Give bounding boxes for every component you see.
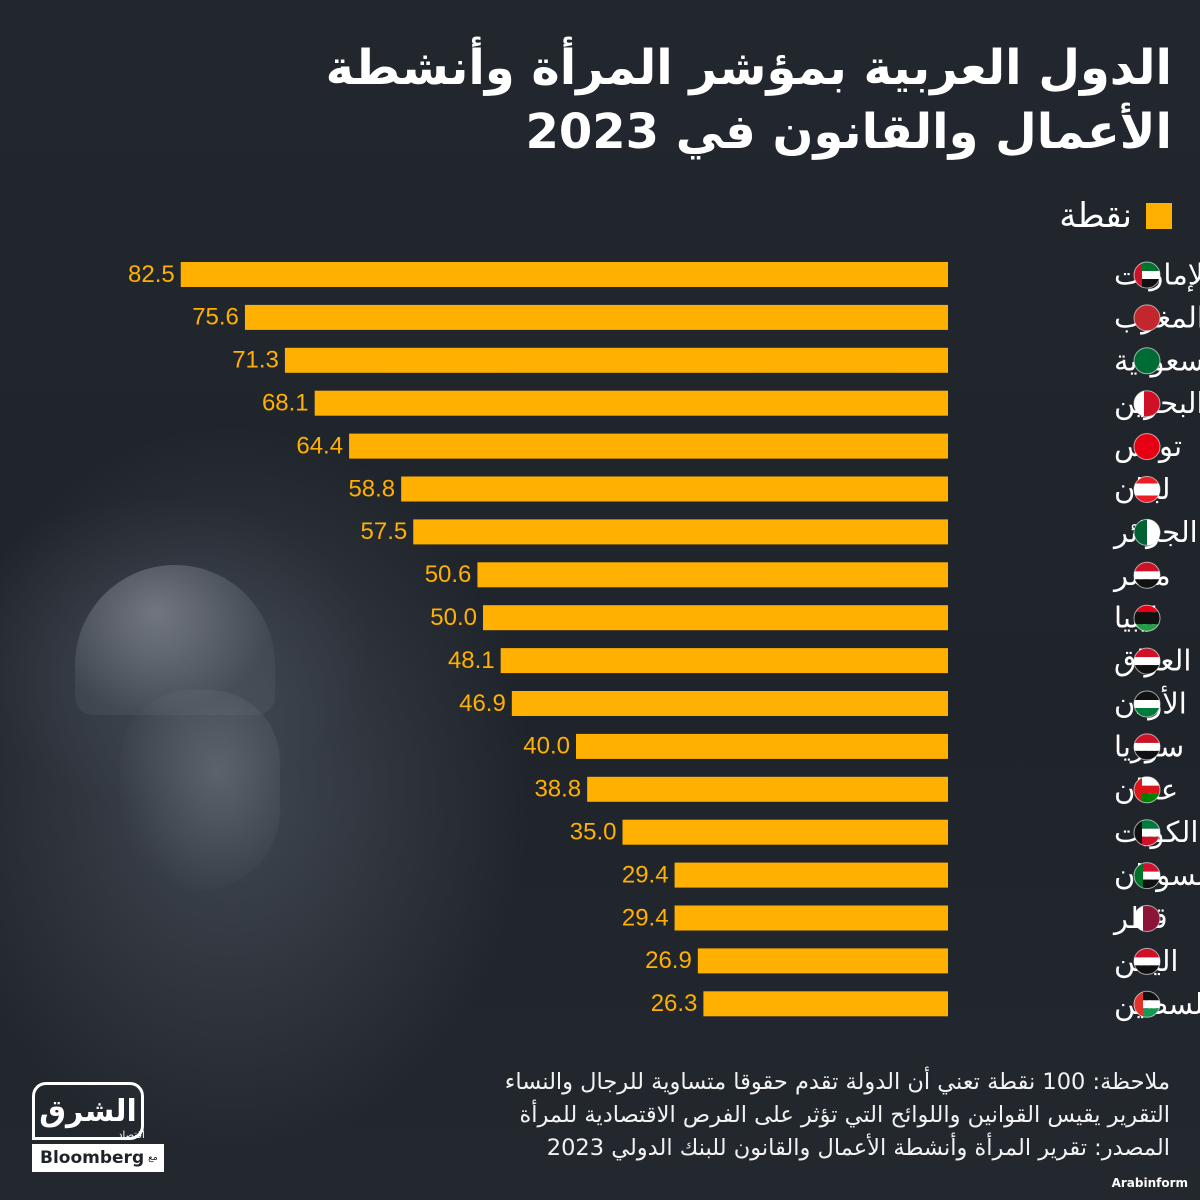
legend-swatch <box>1146 203 1172 229</box>
flag-ring <box>1133 518 1161 546</box>
sudan-flag-icon <box>1134 862 1160 889</box>
lebanon-flag-icon <box>1134 476 1160 503</box>
value-label: 82.5 <box>128 261 175 288</box>
flag-ring <box>1133 390 1161 418</box>
value-label: 48.1 <box>448 647 495 674</box>
value-label: 58.8 <box>348 475 395 502</box>
flag-ring <box>1133 947 1161 975</box>
bar <box>587 776 948 802</box>
value-label: 29.4 <box>622 861 669 888</box>
egypt-flag-icon <box>1134 562 1160 589</box>
credit: Arabinform <box>1111 1176 1188 1190</box>
note-line-1: ملاحظة: 100 نقطة تعني أن الدولة تقدم حقو… <box>504 1069 1170 1095</box>
flag-ring <box>1133 862 1161 890</box>
flag-ring <box>1133 604 1161 632</box>
flag-ring <box>1133 990 1161 1018</box>
source-line: المصدر: تقرير المرأة وأنشطة الأعمال والق… <box>546 1135 1170 1161</box>
kuwait-flag-icon <box>1134 819 1160 846</box>
flag-ring <box>1133 347 1161 375</box>
logo-with: مع <box>148 1153 158 1163</box>
bar <box>703 991 948 1017</box>
logo-bloomberg: Bloomberg مع <box>32 1144 164 1172</box>
algeria-flag-icon <box>1134 519 1160 546</box>
yemen-flag-icon <box>1134 948 1160 975</box>
bar <box>674 862 948 888</box>
bar <box>284 347 948 373</box>
libya-flag-icon <box>1134 605 1160 632</box>
value-label: 46.9 <box>459 690 506 717</box>
value-label: 29.4 <box>622 904 669 931</box>
bar <box>500 648 948 674</box>
bar <box>413 519 948 545</box>
chart-title: الدول العربية بمؤشر المرأة وأنشطة الأعما… <box>272 36 1172 164</box>
bar <box>244 304 949 330</box>
value-label: 38.8 <box>534 776 581 803</box>
value-label: 57.5 <box>361 518 408 545</box>
flag-ring <box>1133 476 1161 503</box>
flag-ring <box>1133 690 1161 718</box>
bar <box>697 948 948 974</box>
palestine-flag-icon <box>1134 991 1160 1018</box>
iraq-flag-icon <box>1134 648 1160 675</box>
bar <box>511 691 948 716</box>
logo-sub: اقتصاد <box>118 1130 145 1141</box>
value-label: 40.0 <box>523 733 570 760</box>
uae-flag-icon <box>1134 262 1160 288</box>
title-line-1: الدول العربية بمؤشر المرأة وأنشطة <box>325 40 1172 96</box>
flag-ring <box>1133 819 1161 847</box>
flag-ring <box>1133 647 1161 675</box>
legend: نقطة <box>1059 196 1172 236</box>
flag-ring <box>1133 261 1161 289</box>
worker-face-image <box>120 690 280 890</box>
logo-bloomberg-text: Bloomberg <box>40 1148 145 1168</box>
flag-ring <box>1133 304 1161 332</box>
bar <box>180 262 948 287</box>
bar <box>477 562 948 588</box>
tunisia-flag-icon <box>1134 433 1160 460</box>
jordan-flag-icon <box>1134 691 1160 717</box>
bar <box>401 476 948 502</box>
bar <box>349 433 949 459</box>
value-label: 35.0 <box>570 819 617 846</box>
value-label: 68.1 <box>262 390 309 417</box>
notes: ملاحظة: 100 نقطة تعني أن الدولة تقدم حقو… <box>290 1066 1170 1165</box>
value-label: 71.3 <box>232 347 279 374</box>
note-line-2: التقرير يقيس القوانين واللوائح التي تؤثر… <box>519 1102 1170 1128</box>
title-line-2: الأعمال والقانون في 2023 <box>525 104 1172 160</box>
qatar-flag-icon <box>1134 905 1160 932</box>
value-label: 50.6 <box>425 561 472 588</box>
value-label: 75.6 <box>192 304 239 331</box>
saudi-flag-icon <box>1134 347 1160 374</box>
morocco-flag-icon <box>1134 304 1160 331</box>
flag-ring <box>1133 905 1161 932</box>
oman-flag-icon <box>1134 776 1160 803</box>
logo-arabic: الشرق <box>32 1082 144 1140</box>
value-label: 64.4 <box>296 432 343 459</box>
value-label: 26.3 <box>651 990 698 1017</box>
legend-label: نقطة <box>1059 196 1132 236</box>
bahrain-flag-icon <box>1134 390 1160 417</box>
value-label: 50.0 <box>430 604 477 631</box>
flag-ring <box>1133 733 1161 761</box>
flag-ring <box>1133 561 1161 589</box>
syria-flag-icon <box>1134 733 1160 760</box>
bar <box>314 390 948 416</box>
value-label: 26.9 <box>645 947 692 974</box>
asharq-bloomberg-logo: الشرق اقتصاد Bloomberg مع <box>32 1082 164 1172</box>
worker-helmet-image <box>75 565 275 715</box>
bar <box>674 905 948 931</box>
bar <box>483 605 948 631</box>
bar <box>576 733 948 759</box>
bar <box>622 819 948 845</box>
flag-ring <box>1133 776 1161 804</box>
flag-ring <box>1133 433 1161 461</box>
